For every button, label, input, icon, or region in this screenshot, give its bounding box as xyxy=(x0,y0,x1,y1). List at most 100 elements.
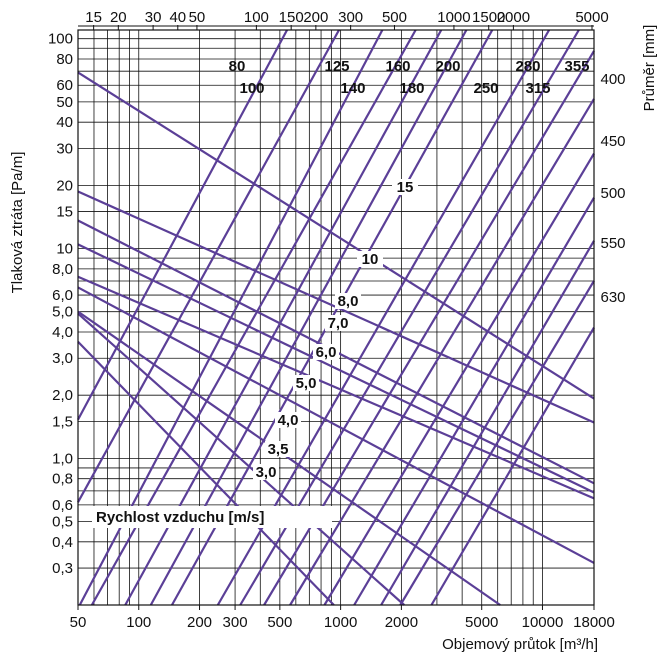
diameter-label: 80 xyxy=(229,58,246,75)
x-tick-label: 10000 xyxy=(522,614,564,631)
x-tick-label: 100 xyxy=(126,614,151,631)
velocity-label-bg xyxy=(313,344,339,360)
y-tick-label: 40 xyxy=(56,114,73,131)
y-tick-label: 5,0 xyxy=(52,304,73,321)
diameter-label: 315 xyxy=(525,80,550,97)
top-tick-label: 5000 xyxy=(575,9,608,26)
top-tick-label: 40 xyxy=(169,9,186,26)
y-tick-label: 6,0 xyxy=(52,287,73,304)
diameter-line-80 xyxy=(77,29,289,421)
x-tick-label: 18000 xyxy=(573,614,615,631)
diameter-label: 550 xyxy=(600,235,625,252)
y-tick-label: 1,0 xyxy=(52,450,73,467)
velocity-line-7-0 xyxy=(77,243,595,494)
diameter-label: 280 xyxy=(515,58,540,75)
top-tick-label: 15 xyxy=(85,9,102,26)
x-tick-label: 500 xyxy=(267,614,292,631)
x-tick-label: 2000 xyxy=(385,614,418,631)
diameter-label: 500 xyxy=(600,185,625,202)
y-tick-label: 80 xyxy=(56,51,73,68)
top-tick-label: 200 xyxy=(303,9,328,26)
x-tick-label: 300 xyxy=(223,614,248,631)
annotation-background xyxy=(92,506,332,528)
top-tick-label: 100 xyxy=(244,9,269,26)
y-tick-label: 0,3 xyxy=(52,560,73,577)
top-tick-label: 500 xyxy=(382,9,407,26)
velocity-label-bg xyxy=(357,251,383,267)
y-tick-label: 100 xyxy=(48,31,73,48)
velocity-line-3-5 xyxy=(77,312,405,606)
velocity-label-bg xyxy=(392,179,418,195)
diameter-label: 125 xyxy=(324,58,349,75)
diameter-label: 355 xyxy=(564,58,589,75)
diameter-line-550 xyxy=(399,280,595,606)
velocity-annotation: Rychlost vzduchu [m/s] xyxy=(92,506,332,528)
y-tick-label: 15 xyxy=(56,204,73,221)
right-axis-title: Průměr [mm] xyxy=(641,25,658,112)
y-tick-label: 60 xyxy=(56,77,73,94)
diameter-label: 200 xyxy=(435,58,460,75)
velocity-label: 6,0 xyxy=(316,344,337,361)
velocity-label: 4,0 xyxy=(278,412,299,429)
x-tick-label: 50 xyxy=(70,614,87,631)
velocity-label-bg xyxy=(275,412,301,428)
y-tick-label: 1,5 xyxy=(52,413,73,430)
plot-frame xyxy=(77,29,595,606)
y-tick-label: 4,0 xyxy=(52,324,73,341)
velocity-label: 10 xyxy=(362,251,379,268)
x-tick-label: 1000 xyxy=(324,614,357,631)
velocity-line-6-0 xyxy=(77,275,595,500)
top-tick-label: 50 xyxy=(189,9,206,26)
diameter-label: 100 xyxy=(239,80,264,97)
diameter-line-630 xyxy=(430,327,595,606)
y-tick-label: 8,0 xyxy=(52,261,73,278)
x-tick-label: 5000 xyxy=(465,614,498,631)
diameter-line-355 xyxy=(289,98,595,606)
velocity-legend-label: Rychlost vzduchu [m/s] xyxy=(96,509,264,526)
velocity-label-bg xyxy=(253,464,279,480)
velocity-label: 15 xyxy=(397,179,414,196)
top-tick-label: 300 xyxy=(338,9,363,26)
diameter-line-400 xyxy=(323,152,595,606)
x-axis-title: Objemový průtok [m³/h] xyxy=(442,636,598,653)
y-tick-label: 0,8 xyxy=(52,471,73,488)
y-tick-label: 0,5 xyxy=(52,514,73,531)
diameter-label: 140 xyxy=(340,80,365,97)
y-tick-label: 50 xyxy=(56,94,73,111)
velocity-label: 3,5 xyxy=(268,441,289,458)
y-tick-label: 30 xyxy=(56,140,73,157)
velocity-label-bg xyxy=(325,315,351,331)
y-tick-label: 0,6 xyxy=(52,497,73,514)
diameter-line-100 xyxy=(77,29,340,503)
diameter-labels: 80 100 125 140 160 180 200 250 280 315 355 400 450 50… xyxy=(229,58,626,306)
velocity-label: 7,0 xyxy=(328,315,349,332)
diameter-label: 630 xyxy=(600,289,625,306)
top-tick-label: 2000 xyxy=(497,9,530,26)
velocity-label-bg xyxy=(293,375,319,391)
y-tick-label: 0,4 xyxy=(52,534,73,551)
diameter-label: 250 xyxy=(473,80,498,97)
x-tick-label: 200 xyxy=(187,614,212,631)
velocity-line-3-0 xyxy=(77,341,335,606)
velocity-label: 5,0 xyxy=(296,375,317,392)
velocity-label: 8,0 xyxy=(338,293,359,310)
top-tick-label: 1500 xyxy=(472,9,505,26)
top-tick-label: 30 xyxy=(145,9,162,26)
diameter-label: 400 xyxy=(600,71,625,88)
velocity-label: 3,0 xyxy=(256,464,277,481)
y-tick-label: 20 xyxy=(56,177,73,194)
velocity-line-15 xyxy=(77,71,595,400)
diameter-label: 160 xyxy=(385,58,410,75)
y-axis-title: Tlaková ztráta [Pa/m] xyxy=(9,152,26,294)
y-tick-label: 3,0 xyxy=(52,350,73,367)
diameter-line-500 xyxy=(380,240,595,606)
diameter-label: 180 xyxy=(399,80,424,97)
top-tick-label: 20 xyxy=(110,9,127,26)
velocity-label-bg xyxy=(265,441,291,457)
velocity-labels: 3,0 3,5 4,0 5,0 6,0 7,0 8,0 10 15 xyxy=(253,179,418,481)
y-axis-tick-labels: 0,3 0,4 0,50,6 0,8 1,0 1,5 2,0 3,0 4,0 5,06,0 8,0 1… xyxy=(48,31,73,577)
diameter-line-450 xyxy=(353,197,595,606)
x-axis-tick-labels: 50 100 200 300 500 1000 2000 5000 10000 18000 xyxy=(70,605,615,631)
y-tick-label: 2,0 xyxy=(52,387,73,404)
